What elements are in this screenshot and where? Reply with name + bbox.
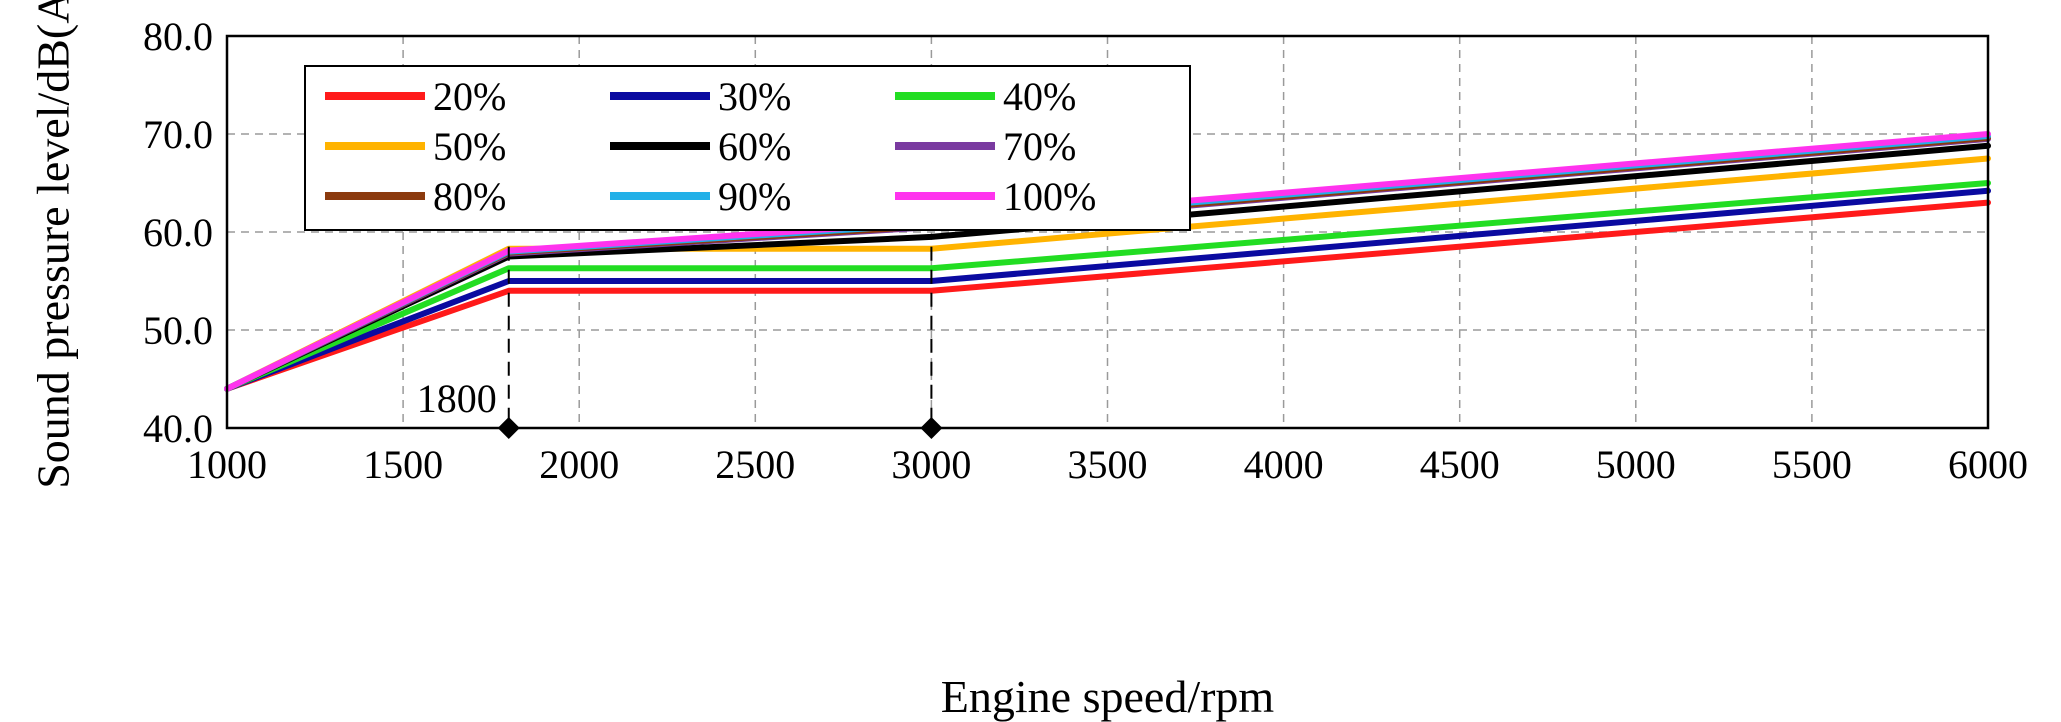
x-tick-label: 5000 — [1596, 442, 1676, 487]
x-tick-label: 3000 — [891, 442, 971, 487]
series-line-100pct — [224, 131, 1991, 392]
annotation-layer: 1800 — [417, 246, 943, 439]
x-axis-title: Engine speed/rpm — [941, 671, 1275, 722]
y-tick-labels: 40.0 50.0 60.0 70.0 80.0 — [143, 14, 213, 451]
legend-label: 90% — [718, 174, 791, 219]
legend-label: 70% — [1003, 124, 1076, 169]
series-line-20pct — [224, 199, 1991, 392]
y-tick-label: 40.0 — [143, 406, 213, 451]
legend-label: 100% — [1003, 174, 1096, 219]
legend-label: 30% — [718, 74, 791, 119]
legend-label: 60% — [718, 124, 791, 169]
x-tick-label: 4500 — [1420, 442, 1500, 487]
annotation-label: 1800 — [417, 376, 497, 421]
y-tick-label: 50.0 — [143, 308, 213, 353]
legend-label: 20% — [433, 74, 506, 119]
legend-label: 40% — [1003, 74, 1076, 119]
series-line-30pct — [224, 187, 1991, 392]
x-tick-labels: 1000 1500 2000 2500 3000 3500 4000 4500 5000 5500… — [187, 442, 2028, 487]
plot-frame — [225, 34, 1990, 430]
x-tick-label: 1500 — [363, 442, 443, 487]
x-tick-label: 5500 — [1772, 442, 1852, 487]
x-tick-label: 2000 — [539, 442, 619, 487]
series-layer — [224, 131, 1991, 392]
legend-box — [304, 65, 1191, 231]
series-line-40pct — [224, 180, 1991, 392]
legend-label: 80% — [433, 174, 506, 219]
x-tick-label: 2500 — [715, 442, 795, 487]
y-axis-title: Sound pressure level/dB(A) — [28, 0, 79, 489]
y-tick-label: 80.0 — [143, 14, 213, 59]
y-tick-label: 60.0 — [143, 210, 213, 255]
legend: 20% 30% 40% 50% 60% 70% 80% 90% 100% — [304, 65, 1191, 231]
legend-label: 50% — [433, 124, 506, 169]
x-tick-label: 4000 — [1244, 442, 1324, 487]
x-tick-label: 3500 — [1068, 442, 1148, 487]
x-tick-label: 1000 — [187, 442, 267, 487]
y-tick-label: 70.0 — [143, 112, 213, 157]
x-tick-label: 6000 — [1948, 442, 2028, 487]
